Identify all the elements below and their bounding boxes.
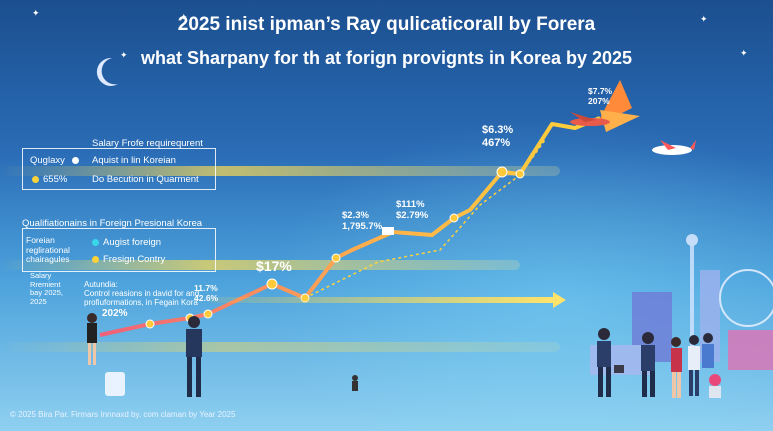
star-icon: ✦ <box>740 48 748 58</box>
horizontal-arrow <box>210 297 555 303</box>
person-icon <box>688 335 700 396</box>
data-point <box>331 253 341 263</box>
dot-icon <box>71 156 79 164</box>
data-points <box>145 166 525 329</box>
light-band <box>0 166 560 176</box>
qualifications-panel <box>22 228 216 272</box>
data-point <box>203 309 213 319</box>
person-icon <box>186 316 202 397</box>
star-icon: ✦ <box>32 8 40 18</box>
dashed-trend-line <box>304 139 546 299</box>
data-point <box>449 213 459 223</box>
person-icon <box>671 337 682 398</box>
dot-icon <box>92 238 99 246</box>
moon-icon <box>96 57 118 86</box>
value-label: $111% $2.79% <box>396 199 429 221</box>
value-label: $2.3% 1,795.7% <box>342 210 383 232</box>
panel1-row1-text: Aquist in lin Koreian <box>92 155 176 166</box>
title-line-2: what Sharpany for th at forign provignts… <box>140 48 633 68</box>
panel1-heading: Salary Frofe requirequrent <box>92 138 203 149</box>
data-point <box>515 169 525 179</box>
light-band <box>0 342 560 352</box>
person-icon <box>702 333 714 368</box>
person-icon <box>352 375 358 391</box>
person-icon <box>641 332 655 397</box>
title-line-1: 2025 inist ipman’s Ray qulicaticorall by… <box>177 14 596 35</box>
value-label: 11.7% 42.6% <box>194 283 219 303</box>
value-label: $7.7% 207% <box>588 86 613 106</box>
briefcase-icon <box>614 365 624 373</box>
panel2-legend-2: Fresign Contry <box>92 254 165 265</box>
flag-icon <box>382 227 394 235</box>
value-label: $6.3% 467% <box>482 124 514 149</box>
dot-icon <box>92 255 99 263</box>
light-band <box>0 260 520 270</box>
star-icon: ✦ <box>700 14 708 24</box>
panel2-heading: Qualifiationains in Foreign Presional Ko… <box>22 218 203 229</box>
airplane-icon <box>652 140 696 155</box>
side-note: Salary Rremient bay 2025, 2025 <box>30 271 63 306</box>
data-point <box>145 319 155 329</box>
value-label: 202% <box>102 308 128 319</box>
data-point <box>266 278 278 290</box>
shopping-bag-icon <box>105 372 125 396</box>
plant-icon <box>709 374 721 398</box>
data-point <box>496 166 508 178</box>
arrow-head-icon <box>553 292 566 308</box>
panel1-row2-text: Do Becution in Quarment <box>92 174 199 185</box>
value-label: $17% <box>256 258 292 274</box>
person-icon <box>87 313 97 365</box>
airplane-icon <box>570 112 610 126</box>
person-icon <box>597 328 611 397</box>
footer-text: © 2025 Bira Par. Firmars Innnaxd by. com… <box>10 410 236 419</box>
panel2-legend-1: Augist foreign <box>92 237 161 248</box>
people-figures <box>87 313 721 398</box>
star-icon: ✦ <box>120 50 128 60</box>
panel1-row1-label: Quglaxy <box>30 155 83 166</box>
dot-icon <box>32 175 39 183</box>
arrow-head-icon <box>600 110 640 132</box>
salary-panel <box>22 148 216 190</box>
panel2-left-text: Foreian reglirational chairagules <box>26 235 70 264</box>
star-icon: ✦ <box>180 12 188 22</box>
annotation: Autundia: Control reasions in david for … <box>84 280 200 307</box>
panel1-row2-label: 655% <box>32 174 67 185</box>
